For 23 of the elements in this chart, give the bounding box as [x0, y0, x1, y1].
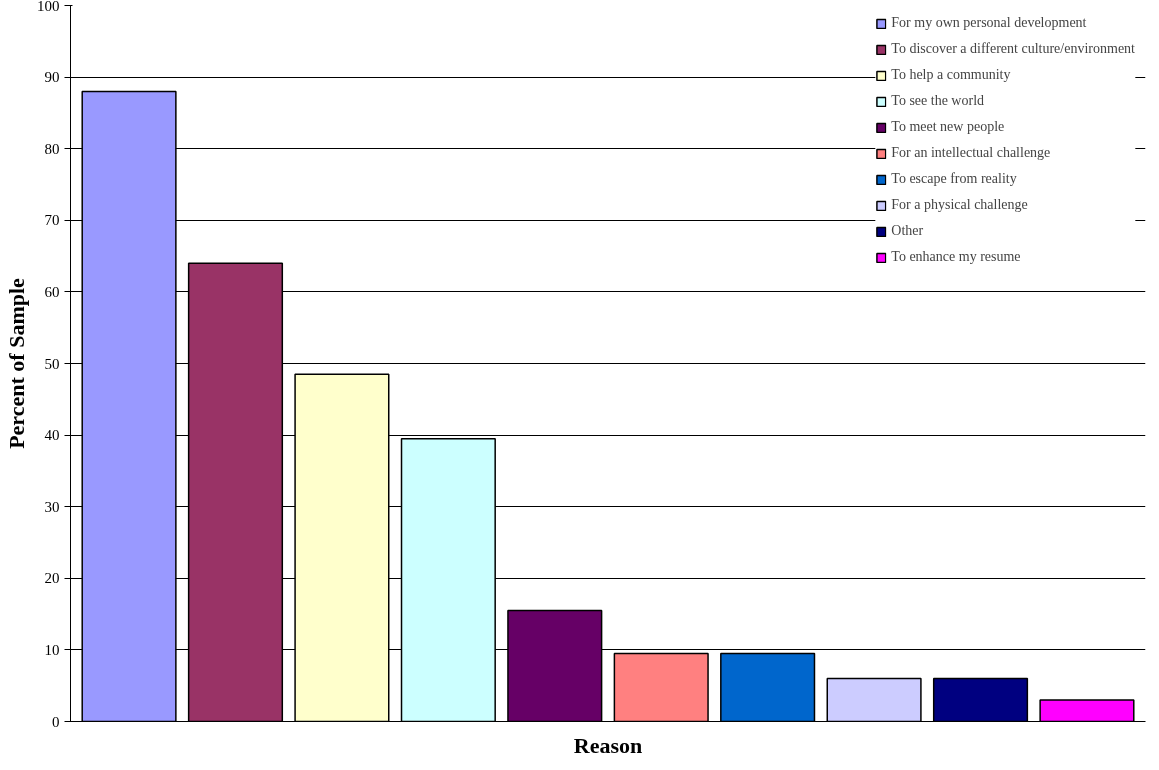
- y-tick-label: 100: [37, 0, 60, 14]
- legend-label: To help a community: [891, 67, 1011, 83]
- y-tick-label: 60: [44, 283, 60, 300]
- legend-label: To enhance my resume: [891, 249, 1021, 265]
- y-tick-label: 50: [44, 355, 60, 372]
- x-axis-title: Reason: [573, 732, 643, 758]
- legend-label: For an intellectual challenge: [891, 145, 1051, 161]
- y-tick-label: 0: [52, 713, 60, 730]
- legend-label: To escape from reality: [891, 171, 1017, 187]
- y-tick-label: 90: [44, 69, 60, 86]
- y-tick-label: 80: [44, 140, 60, 157]
- y-tick-label: 20: [44, 570, 60, 587]
- legend-label: For a physical challenge: [891, 197, 1028, 213]
- y-tick-label: 30: [44, 498, 60, 515]
- y-tick-label: 10: [44, 641, 60, 658]
- legend-label: To meet new people: [891, 119, 1005, 135]
- legend-label: To see the world: [891, 93, 985, 109]
- legend-label: To discover a different culture/environment: [891, 41, 1135, 57]
- legend-label: For my own personal development: [891, 15, 1087, 31]
- y-tick-label: 70: [44, 212, 60, 229]
- y-axis-title: Percent of Sample: [4, 277, 29, 449]
- legend-label: Other: [891, 223, 924, 239]
- y-tick-label: 40: [44, 427, 60, 444]
